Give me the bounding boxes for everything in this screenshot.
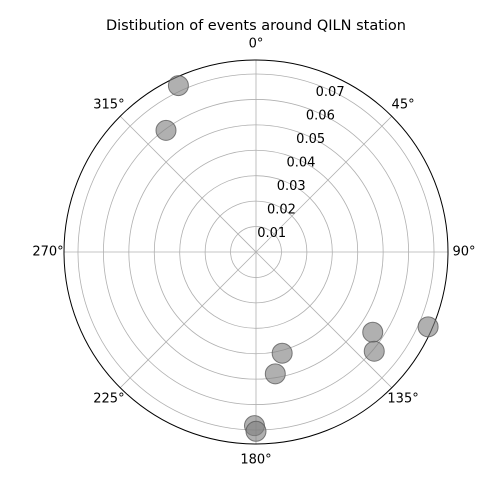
spoke-225 [119,251,257,389]
r-tick-label-0.05: 0.05 [296,132,325,147]
theta-tick-label-225: 225° [93,392,124,407]
r-tick-label-0.04: 0.04 [286,156,315,171]
theta-tick-label-90: 90° [452,245,475,260]
data-point-3 [362,321,384,343]
spoke-135 [255,251,393,389]
r-tick-label-0.06: 0.06 [306,109,335,124]
data-point-8 [245,420,267,442]
polar-frame [63,59,449,445]
data-point-1 [155,119,177,141]
theta-tick-label-45: 45° [392,97,415,112]
spoke-45 [255,115,393,253]
r-tick-label-0.02: 0.02 [267,203,296,218]
spoke-315 [119,115,257,253]
polar-grid [63,59,449,445]
data-points [155,75,439,442]
r-tick-label-0.07: 0.07 [316,85,345,100]
theta-tick-label-270: 270° [32,245,63,260]
theta-tick-label-0: 0° [249,37,264,52]
chart-title: Distibution of events around QILN statio… [106,18,406,34]
ring-0.02 [204,200,308,304]
data-point-6 [264,363,286,385]
tick-labels: 0° 45° 90° 135° 180° 225° 270° 315° 0.01 0.02 0.03… [32,37,475,468]
theta-tick-label-180: 180° [240,453,271,468]
data-point-2 [417,316,439,338]
theta-tick-label-315: 315° [93,97,124,112]
data-point-5 [271,342,293,364]
ring-0.06 [103,99,409,405]
theta-tick-label-135: 135° [387,392,418,407]
ring-0.01 [230,226,282,278]
ring-0.04 [153,149,359,355]
r-tick-label-0.01: 0.01 [257,226,286,241]
ring-0.05 [128,124,384,380]
data-point-0 [167,75,189,97]
data-point-4 [363,340,385,362]
ring-0.03 [179,175,333,329]
r-tick-label-0.03: 0.03 [277,179,306,194]
